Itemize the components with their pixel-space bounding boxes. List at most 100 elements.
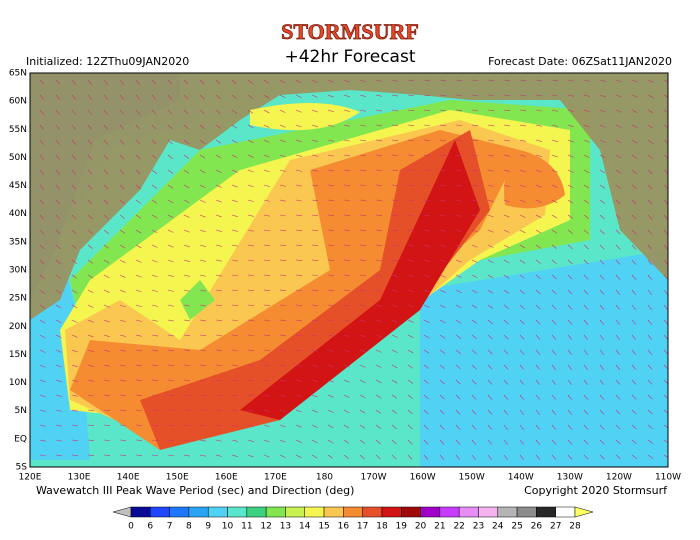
arrow bbox=[375, 454, 381, 460]
arrow bbox=[631, 304, 636, 310]
arrow bbox=[583, 424, 589, 430]
arrow bbox=[471, 394, 477, 400]
arrow bbox=[151, 229, 158, 234]
arrow bbox=[183, 304, 190, 307]
arrow bbox=[103, 139, 109, 145]
arrow bbox=[215, 94, 221, 100]
arrow bbox=[407, 244, 414, 247]
arrow bbox=[439, 124, 446, 126]
arrow bbox=[279, 154, 286, 158]
arrow bbox=[247, 304, 254, 306]
arrow bbox=[55, 274, 61, 279]
arrow bbox=[119, 214, 126, 219]
arrow bbox=[263, 154, 270, 158]
arrow bbox=[647, 154, 653, 159]
arrow bbox=[55, 304, 62, 309]
arrow bbox=[615, 244, 621, 250]
colorbar-swatch bbox=[536, 506, 556, 518]
arrow bbox=[615, 259, 621, 265]
arrow bbox=[87, 184, 93, 190]
arrow bbox=[311, 184, 318, 187]
colorbar-swatch bbox=[362, 506, 383, 518]
arrow bbox=[295, 274, 302, 276]
arrow bbox=[407, 379, 414, 384]
arrow bbox=[663, 304, 668, 310]
arrow bbox=[39, 334, 46, 339]
arrow bbox=[183, 184, 190, 189]
arrow bbox=[151, 289, 158, 293]
arrow bbox=[151, 169, 157, 174]
arrow bbox=[311, 214, 318, 217]
colorbar-label: 18 bbox=[376, 522, 388, 532]
arrow bbox=[631, 289, 636, 295]
arrow bbox=[391, 409, 397, 414]
arrow bbox=[39, 214, 45, 220]
arrow bbox=[151, 154, 157, 160]
arrow bbox=[119, 424, 126, 426]
arrow bbox=[455, 454, 461, 460]
arrow bbox=[231, 454, 238, 457]
arrow bbox=[503, 214, 510, 218]
arrow bbox=[615, 94, 622, 98]
arrow bbox=[167, 199, 174, 204]
arrow bbox=[215, 259, 222, 262]
arrow bbox=[551, 229, 558, 234]
colorbar-label: 17 bbox=[357, 522, 368, 532]
arrow bbox=[311, 334, 318, 337]
arrow bbox=[391, 439, 397, 445]
arrow bbox=[567, 199, 574, 204]
arrow bbox=[647, 109, 654, 114]
arrow bbox=[151, 349, 158, 352]
arrow bbox=[135, 244, 142, 249]
arrow bbox=[327, 289, 334, 292]
arrow bbox=[279, 409, 286, 413]
arrow bbox=[263, 439, 270, 443]
colorbar-label: 22 bbox=[453, 522, 464, 532]
arrow bbox=[455, 169, 462, 172]
arrow bbox=[215, 439, 222, 442]
arrow bbox=[375, 379, 382, 384]
lon-label: 140E bbox=[117, 473, 140, 483]
colorbar-swatch bbox=[304, 506, 325, 518]
arrow bbox=[183, 79, 189, 85]
arrow bbox=[87, 394, 94, 397]
arrow bbox=[487, 304, 494, 309]
arrow bbox=[135, 94, 141, 100]
arrow bbox=[295, 439, 302, 443]
arrow bbox=[423, 184, 430, 187]
arrow bbox=[423, 109, 430, 111]
arrow bbox=[279, 229, 286, 232]
arrow bbox=[295, 79, 302, 84]
arrow bbox=[135, 349, 142, 352]
arrow bbox=[327, 439, 334, 444]
arrow bbox=[391, 184, 398, 186]
arrow bbox=[551, 379, 556, 385]
arrow bbox=[103, 214, 109, 220]
arrow bbox=[487, 259, 494, 264]
colorbar-label: 25 bbox=[511, 522, 522, 532]
arrow bbox=[439, 199, 446, 202]
arrow bbox=[407, 304, 414, 308]
arrow bbox=[535, 184, 542, 188]
arrow bbox=[631, 244, 637, 250]
arrow bbox=[279, 379, 286, 382]
arrow bbox=[535, 79, 542, 82]
arrow bbox=[183, 349, 190, 351]
lat-label: 60N bbox=[9, 97, 27, 107]
arrow bbox=[551, 169, 558, 173]
arrow bbox=[519, 79, 526, 81]
arrow bbox=[183, 454, 190, 457]
arrow bbox=[263, 274, 270, 276]
arrow bbox=[567, 124, 574, 128]
arrow bbox=[55, 214, 61, 220]
arrow bbox=[71, 409, 78, 412]
arrow bbox=[311, 139, 318, 142]
arrow bbox=[503, 439, 508, 445]
arrow bbox=[87, 319, 94, 323]
arrow bbox=[487, 364, 493, 370]
arrow bbox=[327, 349, 334, 352]
arrow bbox=[231, 439, 238, 442]
arrow bbox=[215, 229, 222, 232]
arrow bbox=[487, 109, 494, 111]
arrow bbox=[183, 244, 190, 248]
